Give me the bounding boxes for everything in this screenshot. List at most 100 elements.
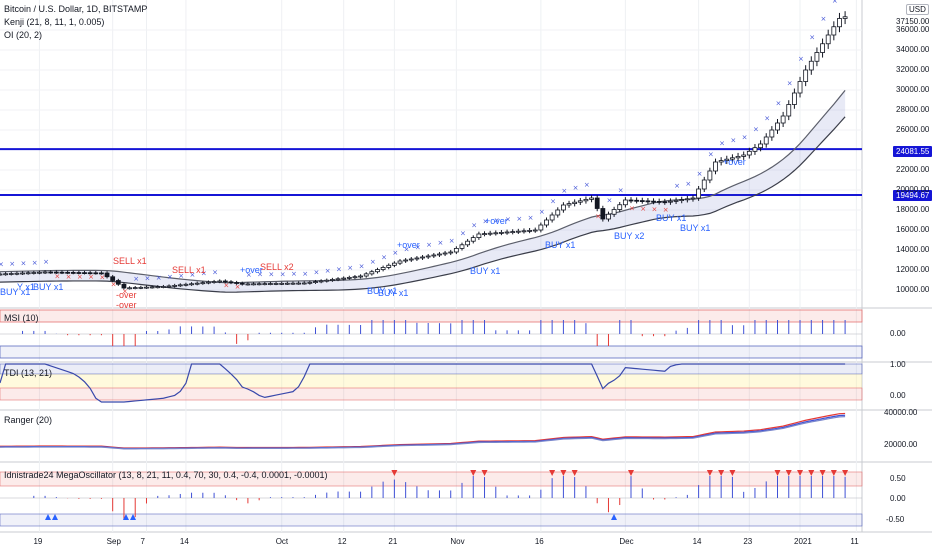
price-candle bbox=[820, 43, 825, 53]
price-candle bbox=[200, 282, 206, 285]
price-candle bbox=[279, 282, 285, 285]
price-candle bbox=[166, 285, 172, 288]
price-candle bbox=[42, 271, 48, 274]
price-candle bbox=[206, 281, 211, 284]
sar-marker: × bbox=[212, 268, 218, 276]
price-candle bbox=[763, 136, 769, 145]
sar-marker: × bbox=[144, 274, 150, 282]
price-candle bbox=[448, 251, 454, 254]
price-candle bbox=[611, 209, 617, 215]
price-candle bbox=[268, 283, 273, 285]
price-candle bbox=[211, 281, 217, 283]
price-candle bbox=[228, 281, 234, 284]
sar-marker: × bbox=[618, 187, 624, 195]
sar-marker: × bbox=[21, 259, 27, 267]
price-candle bbox=[701, 179, 707, 190]
price-candle bbox=[82, 272, 87, 275]
sar-marker: × bbox=[426, 241, 432, 249]
kenji-indicator-label[interactable]: Kenji (21, 8, 11, 1, 0.005) bbox=[4, 17, 105, 27]
price-candle bbox=[527, 229, 532, 232]
level-badge-upper: 24081.55 bbox=[893, 146, 932, 157]
ranger-tick-40000: 40000.00 bbox=[884, 408, 918, 417]
sar-marker: × bbox=[43, 258, 49, 266]
price-candle bbox=[31, 272, 37, 274]
price-candle bbox=[296, 282, 302, 285]
price-candle bbox=[521, 230, 527, 233]
ranger-panel-title[interactable]: Ranger (20) bbox=[4, 415, 53, 425]
sar-marker: × bbox=[302, 270, 308, 278]
sar-marker: × bbox=[798, 55, 804, 63]
x-axis-tick-label: 12 bbox=[337, 537, 347, 546]
sar-marker: × bbox=[280, 270, 286, 278]
price-candle bbox=[786, 104, 792, 117]
price-candle bbox=[690, 197, 696, 200]
symbol-title[interactable]: Bitcoin / U.S. Dollar, 1D, BITSTAMP bbox=[4, 4, 148, 14]
price-candle bbox=[499, 231, 504, 234]
price-tick-label: 14000.00 bbox=[896, 245, 930, 254]
mega-buy-triangle bbox=[123, 514, 129, 520]
price-candle bbox=[386, 264, 392, 268]
price-candle bbox=[730, 157, 735, 160]
price-candle bbox=[724, 158, 730, 161]
sar-marker: × bbox=[573, 184, 579, 192]
price-tick-label: 32000.00 bbox=[896, 65, 930, 74]
tdi-upper-zone bbox=[0, 363, 863, 375]
signal-label: +over bbox=[723, 157, 746, 167]
price-candle bbox=[324, 279, 330, 282]
mega-sell-triangle bbox=[808, 470, 815, 476]
megaoscillator-panel-title[interactable]: Idnistrade24 MegaOscillator (13, 8, 21, … bbox=[4, 470, 328, 480]
price-tick-label: 34000.00 bbox=[896, 45, 930, 54]
price-candle bbox=[160, 286, 166, 288]
price-candle bbox=[617, 204, 623, 210]
signal-label: BUY x1 bbox=[0, 287, 31, 297]
sar-marker: × bbox=[483, 217, 489, 225]
price-candle bbox=[48, 271, 54, 274]
price-tick-label: 10000.00 bbox=[896, 285, 930, 294]
price-candle bbox=[735, 155, 741, 159]
x-axis-tick-label: 23 bbox=[743, 537, 753, 546]
price-candle bbox=[363, 273, 369, 277]
price-candle bbox=[307, 281, 313, 284]
price-candle bbox=[183, 283, 189, 286]
mega-buy-triangle bbox=[52, 514, 58, 520]
price-candle bbox=[335, 278, 341, 281]
price-candle bbox=[639, 200, 645, 202]
ranger-lower-line bbox=[0, 416, 846, 450]
signal-label: +over bbox=[485, 216, 508, 226]
mega-sell-triangle bbox=[718, 470, 725, 476]
msi-panel-title[interactable]: MSI (10) bbox=[4, 313, 39, 323]
price-candle bbox=[594, 197, 600, 209]
sar-marker: × bbox=[753, 126, 759, 134]
price-candle bbox=[453, 247, 459, 253]
tdi-panel-title[interactable]: TDI (13, 21) bbox=[4, 368, 53, 378]
sar-marker: × bbox=[392, 249, 398, 257]
oi-indicator-label[interactable]: OI (20, 2) bbox=[4, 30, 43, 40]
price-candle bbox=[8, 273, 14, 275]
price-candle bbox=[470, 237, 476, 242]
sar-marker: × bbox=[528, 214, 534, 222]
mega-sell-triangle bbox=[729, 470, 736, 476]
mega-sell-triangle bbox=[571, 470, 578, 476]
price-candle bbox=[825, 34, 831, 45]
mega-sell-triangle bbox=[628, 470, 635, 476]
msi-upper-zone bbox=[0, 309, 863, 323]
price-candle bbox=[420, 256, 425, 259]
mega-sell-triangle bbox=[842, 470, 849, 476]
currency-badge[interactable]: USD bbox=[906, 4, 929, 15]
price-candle bbox=[696, 188, 702, 199]
price-candle bbox=[842, 16, 848, 19]
price-candle bbox=[375, 269, 380, 273]
price-candle bbox=[222, 280, 228, 283]
sar-marker: × bbox=[325, 267, 331, 275]
price-candle bbox=[341, 277, 347, 280]
tdi-mid-zone bbox=[0, 374, 862, 388]
price-candle bbox=[775, 122, 780, 131]
current-price-badge: 37150.00 bbox=[893, 16, 932, 27]
price-candle bbox=[684, 198, 690, 201]
mega-sell-triangle bbox=[797, 470, 804, 476]
sar-marker: × bbox=[88, 273, 94, 281]
price-candle bbox=[262, 283, 268, 286]
price-candle bbox=[110, 276, 116, 281]
x-axis-tick-label: Nov bbox=[450, 537, 465, 546]
signal-label: +over bbox=[240, 265, 263, 275]
